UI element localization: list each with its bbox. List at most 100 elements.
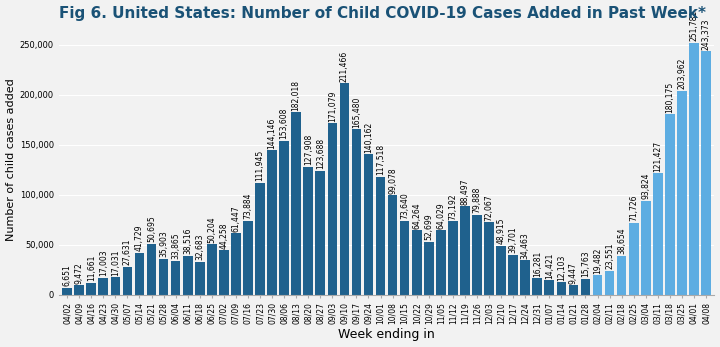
Text: 153,608: 153,608 — [279, 108, 289, 139]
Text: 121,427: 121,427 — [653, 141, 662, 171]
Bar — [677, 91, 687, 295]
Bar — [641, 201, 651, 295]
Bar — [701, 51, 711, 295]
Text: 52,699: 52,699 — [424, 214, 433, 240]
Text: 140,162: 140,162 — [364, 121, 373, 153]
Text: 117,518: 117,518 — [376, 144, 385, 176]
Text: 48,915: 48,915 — [497, 218, 505, 244]
Bar — [183, 256, 192, 295]
Bar — [74, 285, 84, 295]
Bar — [665, 114, 675, 295]
Bar — [388, 195, 397, 295]
Bar — [111, 278, 120, 295]
Bar — [158, 259, 168, 295]
Bar — [122, 267, 132, 295]
Bar — [86, 283, 96, 295]
Bar — [207, 244, 217, 295]
Bar — [63, 288, 72, 295]
Text: 64,029: 64,029 — [436, 202, 445, 229]
Text: 93,824: 93,824 — [642, 173, 650, 199]
Bar — [605, 271, 614, 295]
Text: 44,258: 44,258 — [220, 222, 228, 249]
Text: 171,079: 171,079 — [328, 91, 337, 122]
Bar — [629, 223, 639, 295]
Text: 203,962: 203,962 — [678, 58, 686, 89]
Text: 14,421: 14,421 — [545, 252, 554, 279]
Text: 180,175: 180,175 — [665, 82, 675, 113]
Text: 9,447: 9,447 — [569, 262, 578, 283]
Text: 17,031: 17,031 — [111, 249, 120, 276]
Bar — [689, 43, 699, 295]
Bar — [580, 279, 590, 295]
Bar — [653, 173, 662, 295]
Text: 34,463: 34,463 — [521, 232, 530, 259]
Text: 72,067: 72,067 — [485, 194, 493, 221]
Text: 71,726: 71,726 — [629, 195, 638, 221]
Text: 79,888: 79,888 — [472, 187, 482, 213]
Text: 73,640: 73,640 — [400, 193, 409, 219]
Bar — [195, 262, 204, 295]
Text: 27,631: 27,631 — [123, 239, 132, 265]
Bar — [255, 183, 265, 295]
Bar — [532, 278, 542, 295]
Bar — [617, 256, 626, 295]
Text: 15,763: 15,763 — [581, 251, 590, 277]
Bar — [424, 242, 433, 295]
Bar — [135, 253, 144, 295]
Bar — [315, 171, 325, 295]
Bar — [460, 206, 469, 295]
Text: 64,264: 64,264 — [413, 202, 421, 229]
Text: Fig 6. United States: Number of Child COVID-19 Cases Added in Past Week*: Fig 6. United States: Number of Child CO… — [59, 6, 706, 20]
Text: 11,661: 11,661 — [86, 255, 96, 281]
Bar — [231, 233, 240, 295]
Text: 12,103: 12,103 — [557, 255, 566, 281]
Text: 73,192: 73,192 — [449, 193, 457, 220]
Text: 211,466: 211,466 — [340, 50, 349, 82]
Text: 33,865: 33,865 — [171, 232, 180, 259]
Bar — [171, 261, 181, 295]
Bar — [267, 150, 277, 295]
Bar — [448, 221, 458, 295]
Bar — [99, 278, 108, 295]
Bar — [508, 255, 518, 295]
Bar — [279, 141, 289, 295]
Text: 6,651: 6,651 — [63, 265, 72, 286]
Text: 144,146: 144,146 — [268, 118, 276, 149]
Bar — [219, 250, 229, 295]
Text: 50,695: 50,695 — [147, 215, 156, 242]
Text: 123,688: 123,688 — [316, 138, 325, 169]
Text: 50,204: 50,204 — [207, 216, 216, 243]
Bar — [364, 154, 373, 295]
Bar — [303, 167, 313, 295]
Bar — [412, 230, 421, 295]
Text: 9,472: 9,472 — [75, 262, 84, 283]
Bar — [400, 221, 410, 295]
Text: 19,482: 19,482 — [593, 247, 602, 273]
Bar — [243, 221, 253, 295]
Text: 165,480: 165,480 — [352, 96, 361, 128]
Text: 243,373: 243,373 — [701, 18, 711, 50]
Bar — [292, 112, 301, 295]
Text: 61,447: 61,447 — [231, 205, 240, 231]
Text: 99,078: 99,078 — [388, 167, 397, 194]
Text: 111,945: 111,945 — [256, 150, 264, 181]
Bar — [328, 124, 337, 295]
Text: 32,683: 32,683 — [195, 234, 204, 260]
Bar — [496, 246, 506, 295]
Bar — [351, 129, 361, 295]
Bar — [436, 230, 446, 295]
Bar — [376, 177, 385, 295]
Text: 41,729: 41,729 — [135, 225, 144, 251]
Text: 23,551: 23,551 — [605, 243, 614, 270]
Bar — [557, 282, 566, 295]
Text: 182,018: 182,018 — [292, 80, 301, 111]
Bar — [593, 275, 603, 295]
Bar — [147, 244, 156, 295]
Text: 39,701: 39,701 — [508, 227, 518, 253]
Bar — [544, 280, 554, 295]
Text: 17,003: 17,003 — [99, 249, 108, 276]
Bar — [472, 215, 482, 295]
Text: 251,781: 251,781 — [690, 10, 698, 41]
Bar — [340, 83, 349, 295]
Text: 38,516: 38,516 — [183, 228, 192, 254]
